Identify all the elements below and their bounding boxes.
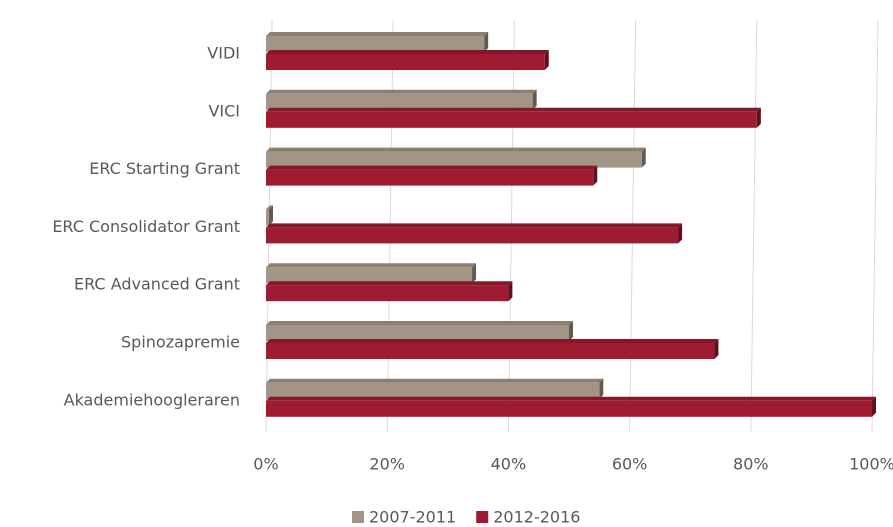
grid-line [871, 19, 879, 433]
bar-top [266, 50, 549, 54]
bar-top [266, 281, 513, 286]
bar-side [599, 378, 604, 399]
grid-line [750, 19, 758, 433]
bar-top [266, 378, 604, 383]
y-tick-label: VICI [208, 101, 240, 120]
bar [266, 267, 473, 284]
bar-top [266, 32, 489, 36]
bar-top [266, 165, 598, 170]
x-tick-label: 20% [369, 455, 405, 474]
x-tick-label: 0% [253, 455, 278, 474]
bar [266, 285, 509, 302]
bar-top [266, 205, 274, 210]
bar-side [678, 223, 683, 244]
x-tick-label: 40% [491, 455, 527, 474]
y-tick-label: VIDI [207, 44, 240, 63]
bar-top [266, 339, 719, 343]
bar-side [544, 50, 549, 70]
legend-label: 2007-2011 [369, 508, 456, 527]
y-tick-label: ERC Starting Grant [89, 159, 240, 178]
bar-top [266, 89, 537, 94]
bar-side [532, 89, 537, 110]
bar-side [472, 263, 477, 284]
bar [266, 54, 545, 70]
bar [266, 382, 600, 399]
bar-top [266, 396, 876, 401]
bar-side [714, 339, 719, 359]
x-tick-label: 100% [849, 455, 893, 474]
bar-top [266, 321, 573, 325]
bar-side [484, 32, 489, 52]
bar-top [266, 263, 477, 268]
bar-side [641, 147, 646, 168]
bar-side [872, 396, 876, 417]
bar [266, 93, 533, 110]
bar-top [266, 223, 683, 228]
bar [266, 325, 569, 341]
bar [266, 36, 485, 52]
bar [266, 400, 872, 417]
bar [266, 169, 594, 186]
bar [266, 151, 642, 168]
x-tick-label: 60% [612, 455, 648, 474]
bar-top [266, 107, 761, 112]
bar-side [269, 205, 274, 226]
x-tick-label: 80% [733, 455, 769, 474]
bar [266, 343, 715, 359]
bar-side [569, 321, 573, 341]
bar [266, 209, 270, 226]
y-tick-label: ERC Consolidator Grant [52, 217, 240, 236]
legend-swatch [476, 511, 489, 523]
legend-label: 2012-2016 [493, 508, 580, 527]
bar-top [266, 147, 646, 152]
y-tick-label: ERC Advanced Grant [74, 275, 240, 294]
legend-swatch [352, 511, 364, 523]
bar [266, 227, 679, 244]
bar [266, 111, 757, 128]
y-tick-label: Spinozapremie [121, 333, 240, 352]
y-tick-label: Akademiehoogleraren [64, 390, 240, 409]
bar-side [593, 165, 598, 186]
bar-side [756, 107, 761, 128]
bar-side [508, 281, 513, 302]
